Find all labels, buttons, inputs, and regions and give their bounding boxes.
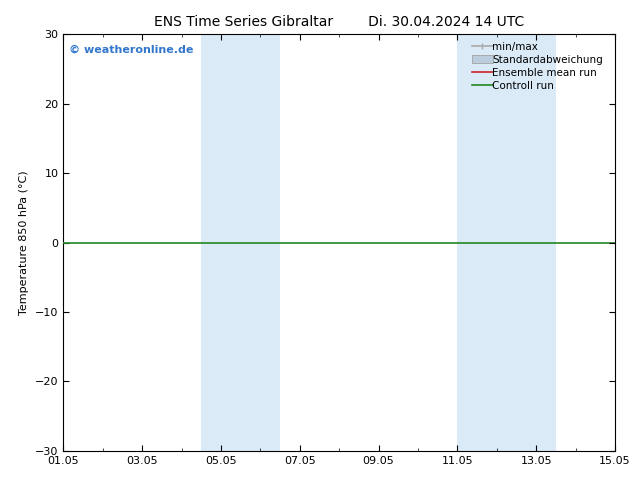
Text: © weatheronline.de: © weatheronline.de xyxy=(69,45,193,55)
Title: ENS Time Series Gibraltar        Di. 30.04.2024 14 UTC: ENS Time Series Gibraltar Di. 30.04.2024… xyxy=(154,15,524,29)
Bar xyxy=(202,34,280,451)
Bar xyxy=(457,34,556,451)
Legend: min/max, Standardabweichung, Ensemble mean run, Controll run: min/max, Standardabweichung, Ensemble me… xyxy=(468,37,612,95)
Y-axis label: Temperature 850 hPa (°C): Temperature 850 hPa (°C) xyxy=(20,170,30,315)
